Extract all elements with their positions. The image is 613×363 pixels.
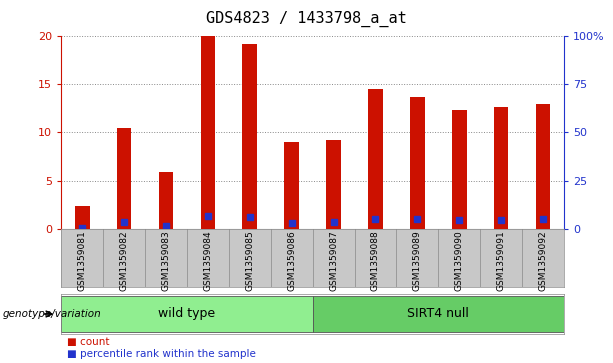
Text: GSM1359085: GSM1359085 xyxy=(245,231,254,291)
Text: ■ count: ■ count xyxy=(67,337,110,347)
Text: GSM1359088: GSM1359088 xyxy=(371,231,380,291)
Text: GSM1359087: GSM1359087 xyxy=(329,231,338,291)
Text: ■ percentile rank within the sample: ■ percentile rank within the sample xyxy=(67,349,256,359)
Text: GSM1359089: GSM1359089 xyxy=(413,231,422,291)
Text: GSM1359084: GSM1359084 xyxy=(204,231,213,291)
Bar xyxy=(61,296,313,332)
Bar xyxy=(452,110,466,229)
Text: genotype/variation: genotype/variation xyxy=(3,309,102,319)
Bar xyxy=(536,104,550,229)
Text: GSM1359082: GSM1359082 xyxy=(120,231,129,291)
Bar xyxy=(410,97,425,229)
Bar xyxy=(313,296,564,332)
Bar xyxy=(494,106,508,229)
Bar xyxy=(159,172,173,229)
Text: GSM1359086: GSM1359086 xyxy=(287,231,296,291)
Bar xyxy=(200,36,215,229)
Bar xyxy=(75,205,89,229)
Text: GDS4823 / 1433798_a_at: GDS4823 / 1433798_a_at xyxy=(206,11,407,27)
Text: GSM1359081: GSM1359081 xyxy=(78,231,87,291)
Text: GSM1359091: GSM1359091 xyxy=(497,231,506,291)
Bar xyxy=(284,142,299,229)
Text: GSM1359090: GSM1359090 xyxy=(455,231,464,291)
Text: GSM1359083: GSM1359083 xyxy=(161,231,170,291)
Bar xyxy=(243,44,257,229)
Bar xyxy=(117,128,131,229)
Text: SIRT4 null: SIRT4 null xyxy=(408,307,469,320)
Bar xyxy=(326,140,341,229)
Text: GSM1359092: GSM1359092 xyxy=(538,231,547,291)
Text: wild type: wild type xyxy=(158,307,216,320)
Bar xyxy=(368,89,383,229)
